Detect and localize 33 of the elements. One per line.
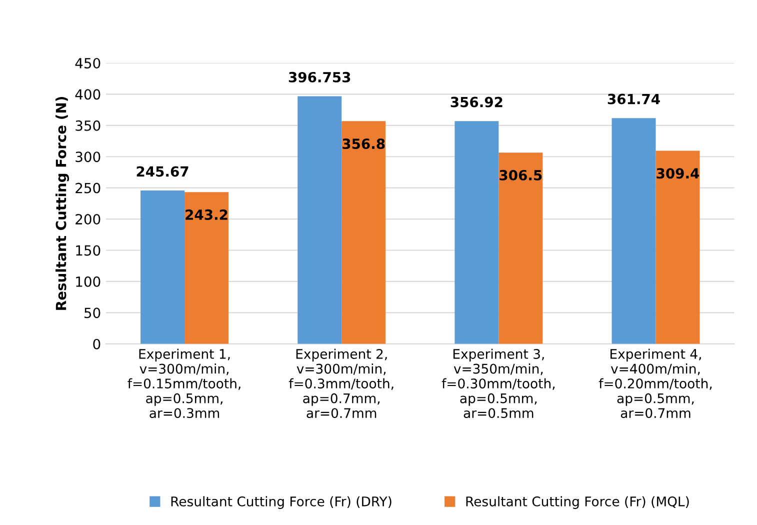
- y-tick-label: 250: [76, 182, 100, 194]
- y-tick-label: 150: [76, 245, 100, 256]
- bar: [342, 121, 386, 344]
- y-tick-label: 400: [75, 89, 100, 100]
- bar: [298, 96, 342, 344]
- y-axis-title: Resultant Cutting Force (N): [56, 96, 70, 310]
- y-tick-label: 200: [76, 214, 100, 225]
- data-label: 245.67: [136, 166, 188, 177]
- y-tick-label: 350: [76, 120, 100, 131]
- x-tick-label: Experiment 2, v=300m/min, f=0.3mm/tooth, ap=0.7mm, ar=0.7mm: [288, 348, 394, 418]
- legend-label: Resultant Cutting Force (Fr) (MQL): [466, 496, 689, 509]
- y-tick-label: 450: [75, 58, 100, 68]
- x-tick-label: Experiment 1, v=300m/min, f=0.15mm/tooth, ap=0.5mm, ar=0.3mm: [128, 348, 240, 418]
- data-label: 361.74: [608, 94, 660, 104]
- legend-label: Resultant Cutting Force (Fr) (DRY): [171, 496, 392, 509]
- data-label: 356.92: [450, 96, 502, 108]
- y-tick-label: 300: [76, 152, 100, 162]
- data-label: 396.753: [288, 72, 350, 82]
- y-tick-label: 0: [93, 338, 100, 350]
- y-tick-label: 50: [84, 308, 100, 318]
- bar: [612, 118, 656, 344]
- y-tick-label: 100: [76, 276, 100, 287]
- data-label: 309.4: [656, 168, 700, 179]
- bar: [498, 152, 543, 344]
- data-label: 306.5: [500, 170, 542, 180]
- bar: [184, 192, 228, 344]
- data-label: 356.8: [342, 138, 385, 150]
- bar: [454, 121, 499, 344]
- bar: [140, 190, 185, 344]
- data-label: 243.2: [186, 209, 228, 220]
- x-tick-label: Experiment 4, v=400m/min, f=0.20mm/tooth, ap=0.5mm, ar=0.7mm: [598, 348, 712, 418]
- bar: [656, 150, 700, 344]
- x-tick-label: Experiment 3, v=350m/min, f=0.30mm/tooth, ap=0.5mm, ar=0.5mm: [442, 348, 555, 418]
